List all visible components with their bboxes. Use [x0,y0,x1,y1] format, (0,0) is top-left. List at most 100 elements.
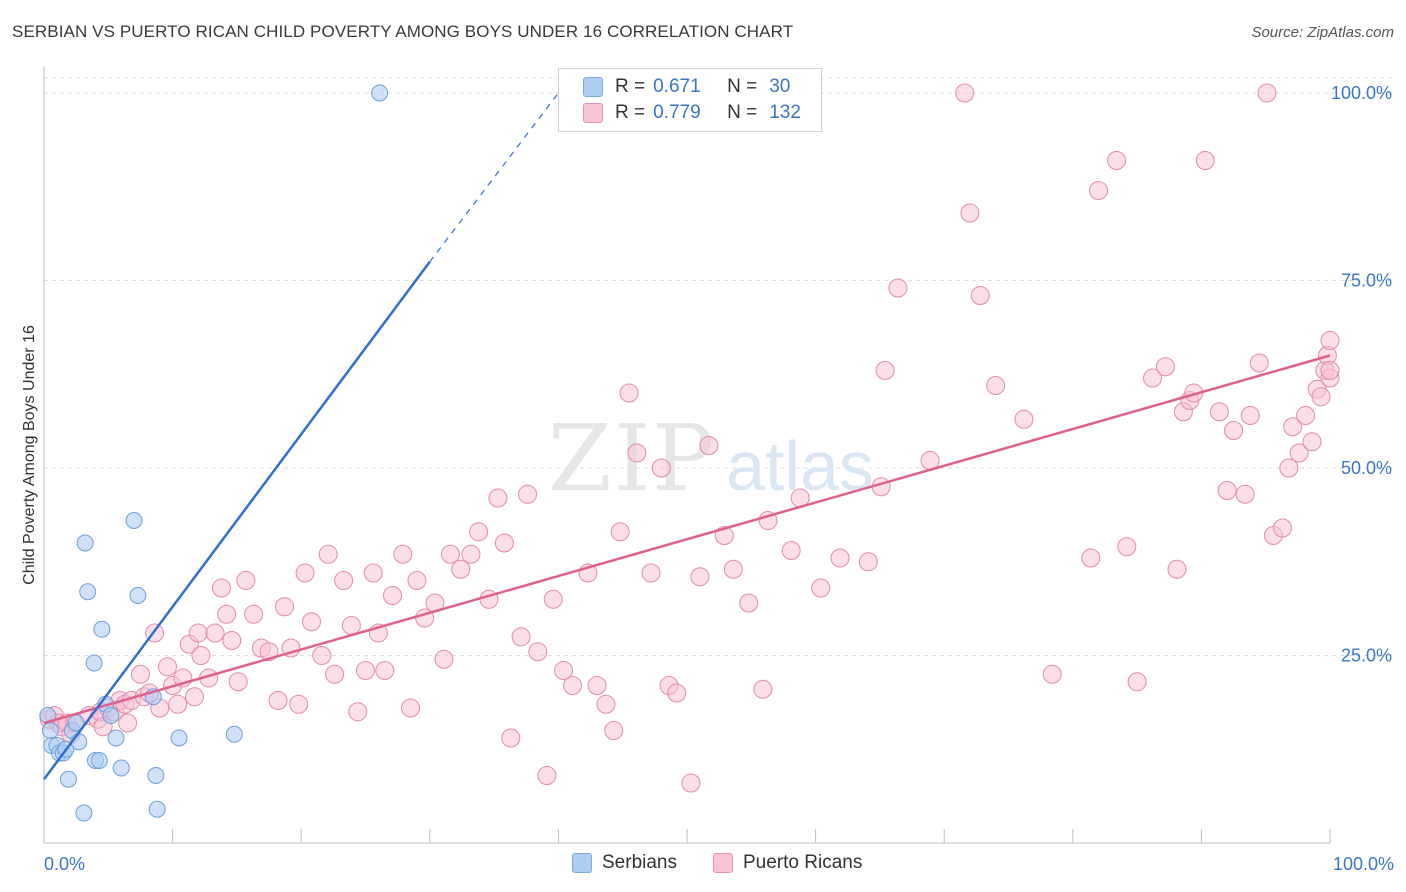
puerto-rican-point [334,571,354,590]
puerto-rican-point [469,522,489,542]
puerto-rican-point [1014,409,1034,429]
puerto-rican-point [1143,368,1163,388]
puerto-rican-point [1117,537,1137,557]
puerto-rican-point [356,661,375,680]
y-tick-label: 50.0% [1341,458,1392,478]
puerto-rican-point [268,691,288,710]
puerto-rican-point [440,544,460,564]
puerto-rican-point [205,623,225,643]
serbian-point [107,729,125,747]
legend-item-serbians[interactable]: Serbians [572,852,677,874]
y-tick-label: 75.0% [1341,271,1392,291]
puerto-rican-point [211,578,231,598]
puerto-rican-point [341,616,361,635]
puerto-rican-point [587,676,607,695]
puerto-rican-point [222,631,242,650]
serbians-n-value: 30 [769,76,791,97]
puerto-rican-point [407,571,427,590]
puerto-rican-point [955,83,975,103]
puerto-rican-point [488,488,508,508]
puerto-rican-point [1195,151,1215,170]
puerto-rican-point [1296,406,1316,425]
puerto-rican-point [383,586,403,605]
puerto-rican-point [970,286,990,305]
puerto-rican-point [130,664,150,684]
puerto-rican-point [217,604,237,624]
trend-lines [42,92,1331,780]
n-label: N = [727,102,758,123]
puerto-rican-point [393,544,413,564]
series-legend: Serbians Puerto Ricans [0,852,1406,878]
puerto-rican-point [295,563,315,583]
puerto-rican-point [681,773,701,793]
puerto-rican-point [318,544,338,564]
puerto-rican-point [1224,421,1244,440]
puerto-rican-point [188,623,208,643]
serbian-point [125,512,143,529]
puerto-rican-point [563,676,583,695]
serbians-legend-swatch [572,853,592,873]
puerto-rican-point [301,612,321,632]
puerto-rican-point [401,698,421,718]
puerto-rican-point [528,642,548,662]
puerto-rican-point [875,361,895,380]
puerto-rican-point [1217,481,1237,500]
puerto-rican-point [1240,406,1260,425]
puerto-rican-point [228,672,248,692]
puerto-rican-point [619,383,639,403]
legend-item-puerto-ricans[interactable]: Puerto Ricans [713,852,862,874]
serbian-point [225,725,243,743]
puerto-rican-point [244,604,264,624]
puerto-rican-point [375,661,395,680]
puerto-rican-point [690,567,710,587]
puerto-rican-point [543,589,563,609]
serbian-point [102,707,120,724]
puerto-rican-point [1167,559,1187,579]
serbian-point [170,729,188,747]
puerto-rican-point [1107,151,1127,170]
source-label: Source: ZipAtlas.com [1251,24,1394,41]
tick-labels: 25.0% 50.0% 75.0% 100.0% 0.0% 100.0% [44,83,1394,874]
puerto-rican-point [1081,548,1101,568]
puerto-rican-point [554,661,574,680]
puerto-rican-point [610,522,630,542]
puerto-rican-point [1155,357,1175,377]
puerto-rican-point [781,541,801,560]
y-tick-label: 25.0% [1341,646,1392,666]
serbian-point [41,722,59,739]
puerto-rican-points [39,83,1340,793]
puerto-rican-point [739,593,759,613]
puerto-rican-point [1235,484,1255,504]
puerto-rican-point [1320,361,1340,380]
serbian-trend-extension [429,92,559,263]
puerto-rican-point [1257,83,1277,103]
puerto-ricans-swatch [583,103,603,123]
puerto-rican-point [811,578,831,598]
puerto-rican-point [168,694,188,714]
puerto-rican-point [1089,181,1109,200]
serbian-point [76,534,94,552]
puerto-rican-point [858,552,878,572]
legend-row-puerto-ricans: R = 0.779 N = 132 [583,101,801,125]
puerto-rican-point [434,649,454,669]
correlation-legend: R = 0.671 N = 30 R = 0.779 N = 132 [558,68,822,132]
puerto-rican-point [157,657,177,677]
serbian-point [147,767,165,784]
puerto-rican-point [1302,432,1322,452]
puerto-rican-point [511,627,531,647]
puerto-rican-point [723,559,743,579]
serbian-point [148,800,166,818]
puerto-rican-point [1042,664,1062,684]
y-tick-label: 100.0% [1331,83,1392,103]
puerto-rican-point [641,563,661,583]
puerto-rican-point [118,713,138,733]
puerto-ricans-n-value: 132 [769,102,801,123]
puerto-ricans-legend-label: Puerto Ricans [743,852,863,873]
serbian-point [85,654,103,672]
serbian-point [93,620,111,638]
puerto-rican-point [1127,672,1147,692]
puerto-rican-point [501,728,521,748]
puerto-rican-point [518,484,538,504]
chart-title: SERBIAN VS PUERTO RICAN CHILD POVERTY AM… [12,22,794,41]
